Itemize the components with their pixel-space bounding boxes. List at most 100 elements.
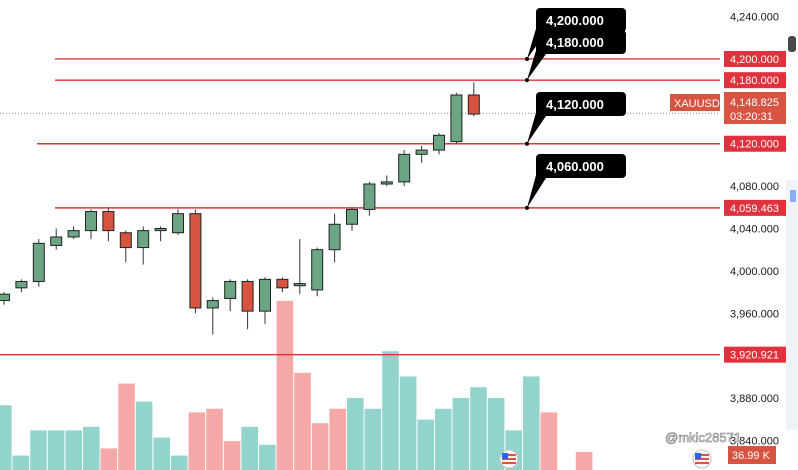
level-price-label: 4,180.000	[724, 72, 786, 89]
volume-bar	[540, 412, 558, 470]
volume-bar	[188, 412, 206, 470]
volume-bar	[276, 300, 294, 470]
candle[interactable]	[15, 279, 28, 293]
horizontal-levels	[0, 58, 720, 356]
y-tick-label: 4,240.000	[730, 12, 779, 24]
candle[interactable]	[32, 239, 45, 287]
svg-text:4,180.000: 4,180.000	[546, 35, 604, 50]
scroll-handle[interactable]	[788, 36, 796, 52]
watermark: @mkic28571	[665, 430, 741, 445]
level-price-label: 3,920.921	[724, 346, 786, 363]
volume-bar	[523, 376, 540, 470]
volume-bar	[171, 455, 188, 470]
svg-text:4,120.000: 4,120.000	[730, 139, 779, 151]
volume-bar	[329, 408, 346, 470]
level-price-label: 4,120.000	[724, 135, 786, 152]
candle[interactable]	[67, 226, 80, 240]
current-price-label: 4,148.825	[730, 97, 779, 109]
price-callout[interactable]: 4,120.000	[525, 92, 626, 146]
svg-text:4,059.463: 4,059.463	[730, 203, 779, 215]
candle[interactable]	[363, 181, 376, 216]
svg-text:4,200.000: 4,200.000	[546, 13, 604, 28]
volume-badge: 36.99 K	[728, 446, 776, 464]
candle[interactable]	[380, 175, 393, 187]
candle[interactable]	[137, 226, 150, 265]
y-tick-label: 3,960.000	[730, 308, 779, 320]
volume-bar	[83, 426, 100, 470]
volume-bar	[487, 398, 505, 470]
candle[interactable]	[102, 207, 115, 242]
volume-bar	[0, 405, 12, 470]
callouts: 4,200.000 4,180.000 4,120.000 4,060.000	[525, 8, 626, 210]
candle[interactable]	[293, 239, 306, 295]
candle[interactable]	[224, 279, 237, 312]
y-tick-label: 3,880.000	[730, 393, 779, 405]
candle[interactable]	[415, 145, 428, 163]
volume-bar	[259, 444, 276, 470]
symbol-badge: XAUUSD	[670, 94, 720, 111]
volume-bar	[311, 423, 329, 470]
volume-bar	[417, 419, 434, 470]
candle[interactable]	[276, 277, 289, 293]
candle[interactable]	[0, 292, 10, 305]
price-callout[interactable]: 4,060.000	[525, 154, 626, 210]
candle[interactable]	[50, 228, 63, 250]
volume-bar	[470, 387, 487, 470]
candle[interactable]	[450, 92, 463, 144]
candle[interactable]	[85, 209, 97, 240]
volume-bar	[100, 448, 118, 470]
candle[interactable]	[206, 297, 219, 335]
volume-bar	[452, 398, 470, 470]
level-price-label: 4,200.000	[724, 50, 786, 67]
us-flag-icon[interactable]	[499, 449, 519, 469]
volume-bar	[30, 430, 47, 470]
volume-bar	[206, 408, 223, 470]
volume-bar	[399, 376, 417, 470]
candle[interactable]	[467, 82, 480, 117]
volume-bar	[223, 441, 241, 470]
svg-text:4,060.000: 4,060.000	[546, 159, 604, 174]
y-tick-label: 4,040.000	[730, 224, 779, 236]
svg-text:4,120.000: 4,120.000	[546, 97, 604, 112]
candle[interactable]	[154, 226, 167, 242]
volume-bar	[65, 430, 82, 470]
volume-bar	[382, 351, 399, 470]
candle[interactable]	[172, 209, 184, 235]
us-flag-icon[interactable]	[692, 449, 712, 469]
level-price-label: 4,059.463	[724, 199, 786, 216]
price-callout[interactable]: 4,180.000	[525, 30, 626, 83]
y-tick-label: 3,840.000	[730, 435, 779, 447]
candle[interactable]	[433, 133, 445, 155]
volume-bars	[0, 300, 593, 470]
candle[interactable]	[119, 230, 132, 263]
volume-bar	[435, 408, 452, 470]
volume-bar	[135, 401, 153, 470]
candle[interactable]	[189, 209, 202, 314]
volume-bar	[47, 430, 65, 470]
volume-bar	[118, 383, 135, 470]
y-tick-label: 4,000.000	[730, 266, 779, 278]
volume-bar	[294, 372, 311, 470]
candle[interactable]	[346, 207, 358, 231]
volume-bar	[364, 408, 382, 470]
svg-text:4,200.000: 4,200.000	[730, 54, 779, 66]
side-strip	[786, 180, 798, 430]
candle[interactable]	[259, 277, 271, 324]
volume-bar	[153, 437, 170, 470]
volume-bar	[575, 452, 593, 470]
candle[interactable]	[328, 213, 341, 263]
volume-bar	[347, 398, 364, 470]
candle[interactable]	[241, 279, 254, 330]
symbol-label: XAUUSD	[674, 98, 720, 110]
level-labels: 4,200.000 4,180.000 4,120.000 4,059.463 3,92…	[724, 50, 786, 363]
y-tick-label: 4,080.000	[730, 181, 779, 193]
candle[interactable]	[398, 150, 411, 187]
candle[interactable]	[311, 247, 324, 297]
svg-text:3,920.921: 3,920.921	[730, 350, 779, 362]
side-marker	[790, 190, 796, 202]
current-price-badge: 4,148.825 03:20:31	[724, 92, 786, 124]
svg-text:4,180.000: 4,180.000	[730, 75, 779, 87]
candles	[0, 82, 480, 335]
